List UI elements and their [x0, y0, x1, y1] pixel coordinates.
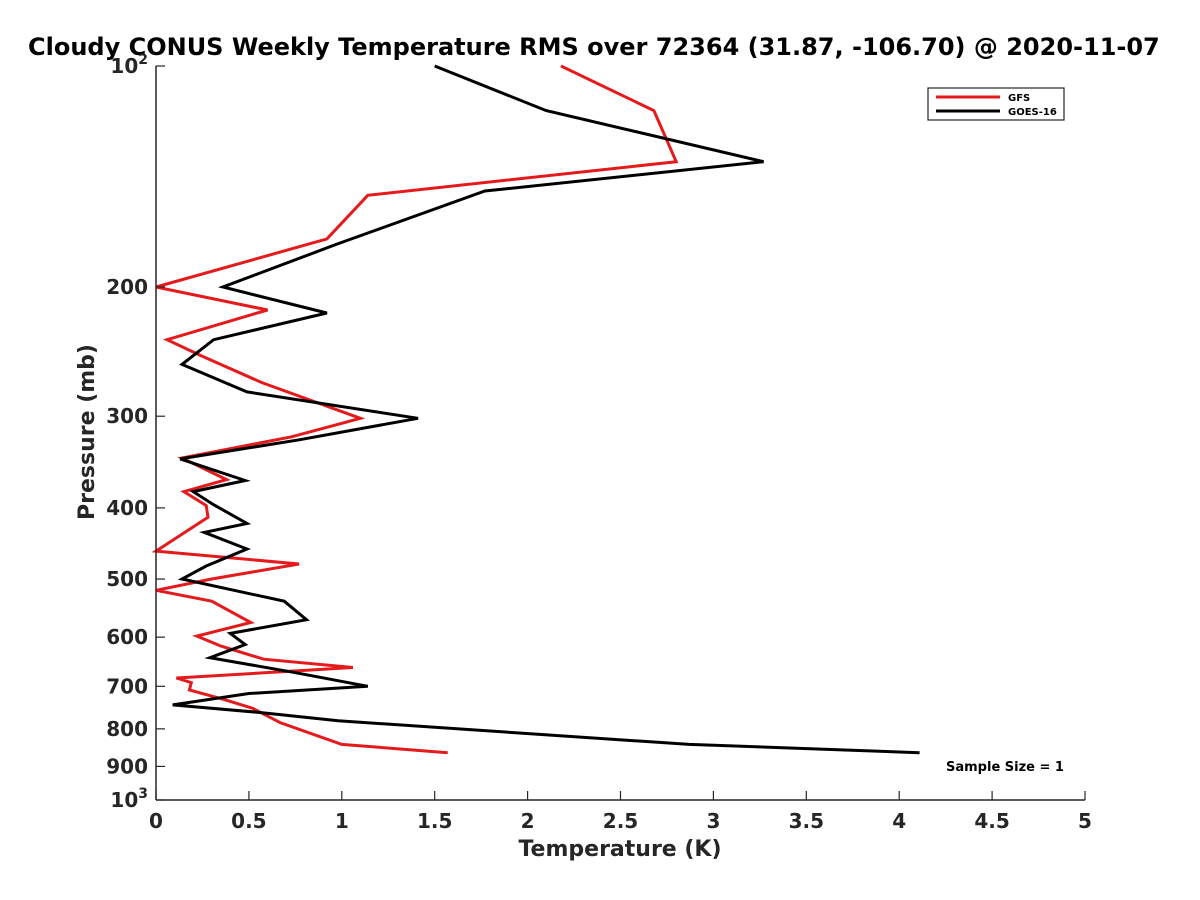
- x-tick-label: 3: [706, 809, 720, 833]
- legend-label: GFS: [1008, 93, 1030, 104]
- y-tick-label: 800: [106, 717, 148, 741]
- axes: 0 0.5 1 1.5 2 2.5 3 3.5 4 4.5 5 102 200 300 400 500 600 7…: [106, 52, 1092, 833]
- x-tick-label: 1: [335, 809, 349, 833]
- y-tick-label: 700: [106, 674, 148, 698]
- x-tick-label: 0: [149, 809, 163, 833]
- x-tick-label: 3.5: [789, 809, 824, 833]
- chart-title: Cloudy CONUS Weekly Temperature RMS over…: [28, 33, 1160, 61]
- x-tick-label: 5: [1078, 809, 1092, 833]
- x-axis-title: Temperature (K): [518, 837, 721, 862]
- y-tick-label: 200: [106, 275, 148, 299]
- sample-size-annotation: Sample Size = 1: [946, 760, 1064, 775]
- x-tick-label: 4.5: [974, 809, 1009, 833]
- legend: GFS GOES-16: [927, 87, 1065, 121]
- y-tick-label: 400: [106, 496, 148, 520]
- plot-area: [151, 64, 920, 755]
- x-tick-label: 4: [892, 809, 906, 833]
- x-tick-label: 0.5: [231, 809, 266, 833]
- legend-box: [927, 87, 1065, 121]
- x-tick-label: 2: [521, 809, 535, 833]
- x-tick-label: 2.5: [603, 809, 638, 833]
- y-tick-label: 103: [110, 786, 148, 812]
- y-tick-label: 600: [106, 625, 148, 649]
- y-tick-label: 900: [106, 754, 148, 778]
- y-axis-title: Pressure (mb): [75, 344, 100, 520]
- y-tick-label: 102: [110, 52, 148, 78]
- legend-label: GOES-16: [1008, 107, 1057, 118]
- y-tick-label: 300: [106, 404, 148, 428]
- series-line-goes-16: [172, 64, 920, 755]
- y-tick-label: 500: [106, 567, 148, 591]
- x-tick-label: 1.5: [417, 809, 452, 833]
